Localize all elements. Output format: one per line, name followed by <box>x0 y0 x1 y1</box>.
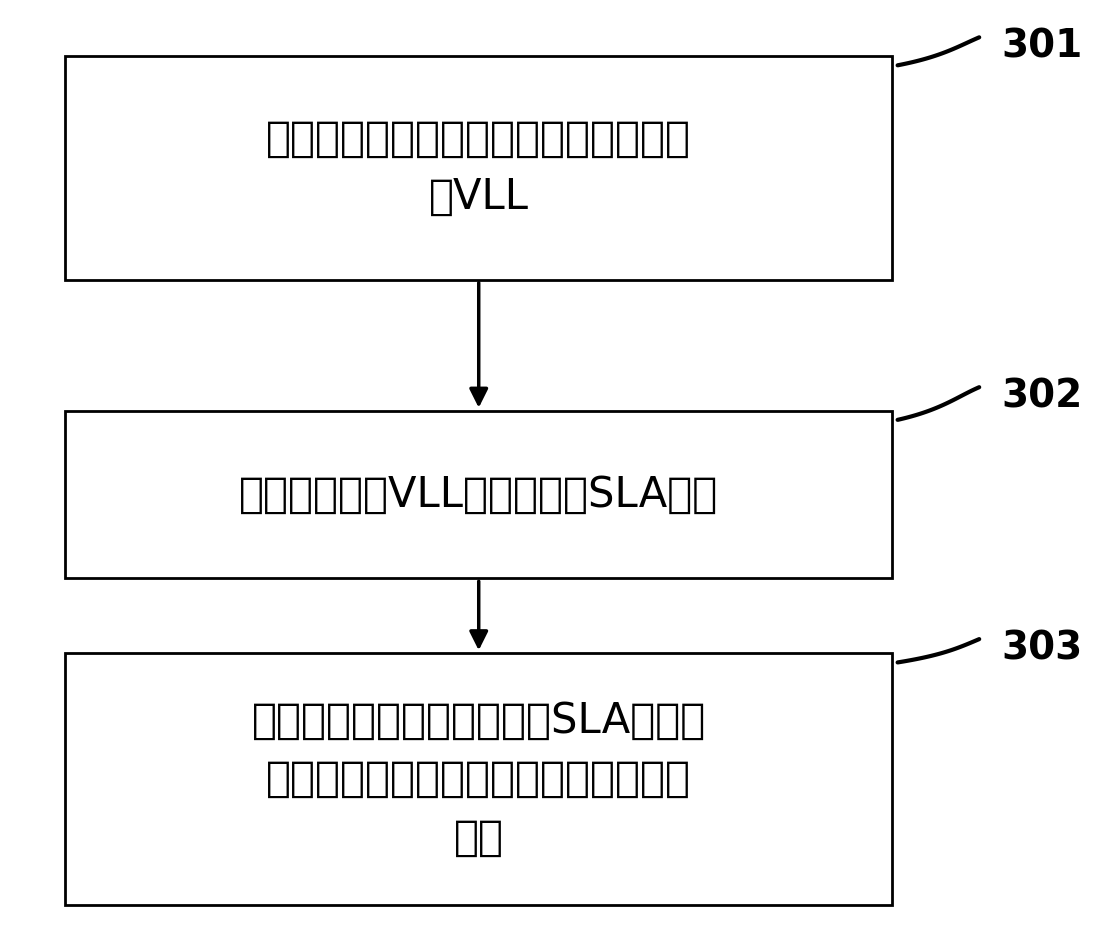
Text: 303: 303 <box>1001 630 1082 667</box>
Text: 302: 302 <box>1001 378 1082 415</box>
Bar <box>65 411 892 578</box>
Text: 在交换机互联的每条链路上创建一条探
测VLL: 在交换机互联的每条链路上创建一条探 测VLL <box>266 118 691 218</box>
Text: 根据待传输流量的类型选择SLA信息进
行路径计算，确定满足业务要求的转发
路径: 根据待传输流量的类型选择SLA信息进 行路径计算，确定满足业务要求的转发 路径 <box>252 700 706 858</box>
Bar <box>65 56 892 280</box>
Bar <box>65 653 892 905</box>
Text: 利用所述探测VLL采集链路的SLA信息: 利用所述探测VLL采集链路的SLA信息 <box>239 473 718 516</box>
Text: 301: 301 <box>1001 28 1082 65</box>
